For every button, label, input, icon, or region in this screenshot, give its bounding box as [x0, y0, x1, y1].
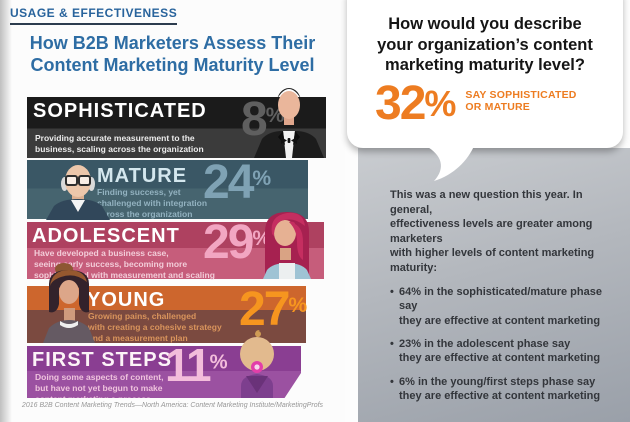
percent-sign: % — [209, 351, 228, 374]
source-citation: 2016 B2B Content Marketing Trends—North … — [21, 402, 324, 409]
bar-description: Finding success, yet challenged with int… — [97, 187, 208, 220]
stat-value: 32 — [375, 77, 426, 130]
speech-bubble-tail — [426, 146, 474, 181]
left-edge-shading — [0, 0, 12, 422]
tuxedo-man-icon — [254, 88, 324, 158]
bar-description: Doing some aspects of content, but have … — [35, 372, 164, 405]
bullet-young-first-steps: 6% in the young/first steps phase say th… — [390, 375, 620, 404]
survey-panel: This was a new question this year. In ge… — [345, 0, 630, 422]
notes-intro: This was a new question this year. In ge… — [390, 189, 595, 274]
stat-row: 32 % SAY SOPHISTICATED OR MATURE — [375, 80, 577, 128]
percent-sign: % — [288, 293, 308, 317]
elder-man-glasses-icon — [46, 165, 110, 220]
maturity-chart-panel: USAGE & EFFECTIVENESS How B2B Marketers … — [0, 0, 326, 422]
bar-label: MATURE — [97, 165, 188, 187]
woman-magenta-hair-icon — [263, 212, 311, 279]
bar-label: SOPHISTICATED — [33, 100, 207, 122]
notes-bullet-list: 64% in the sophisticated/mature phase sa… — [390, 285, 620, 403]
survey-question: How would you describe your organization… — [377, 15, 593, 75]
bar-value: 27% — [239, 283, 308, 336]
percent-sign: % — [424, 83, 457, 124]
baby-pacifier-icon — [240, 330, 274, 398]
bullet-sophisticated-mature: 64% in the sophisticated/mature phase sa… — [390, 285, 620, 328]
bar-label: YOUNG — [87, 289, 166, 311]
bar-description: Providing accurate measurement to the bu… — [35, 133, 204, 155]
stat-label: SAY SOPHISTICATED OR MATURE — [465, 89, 577, 114]
notes-area: This was a new question this year. In ge… — [358, 148, 630, 422]
chart-title: How B2B Marketers Assess Their Content M… — [29, 33, 316, 75]
bullet-adolescent: 23% in the adolescent phase say they are… — [390, 337, 620, 366]
notes-text-block: This was a new question this year. In ge… — [390, 188, 620, 412]
bar-value: 11% — [165, 339, 228, 391]
bar-label: FIRST STEPS — [32, 349, 172, 371]
section-heading: USAGE & EFFECTIVENESS — [10, 6, 178, 25]
bar-value: 24% — [203, 156, 272, 209]
bar-label: ADOLESCENT — [32, 225, 180, 247]
percent-sign: % — [252, 166, 272, 190]
speech-bubble: How would you describe your organization… — [347, 0, 623, 148]
young-woman-icon — [43, 263, 95, 343]
bar-description: Growing pains, challenged with creating … — [88, 311, 222, 344]
